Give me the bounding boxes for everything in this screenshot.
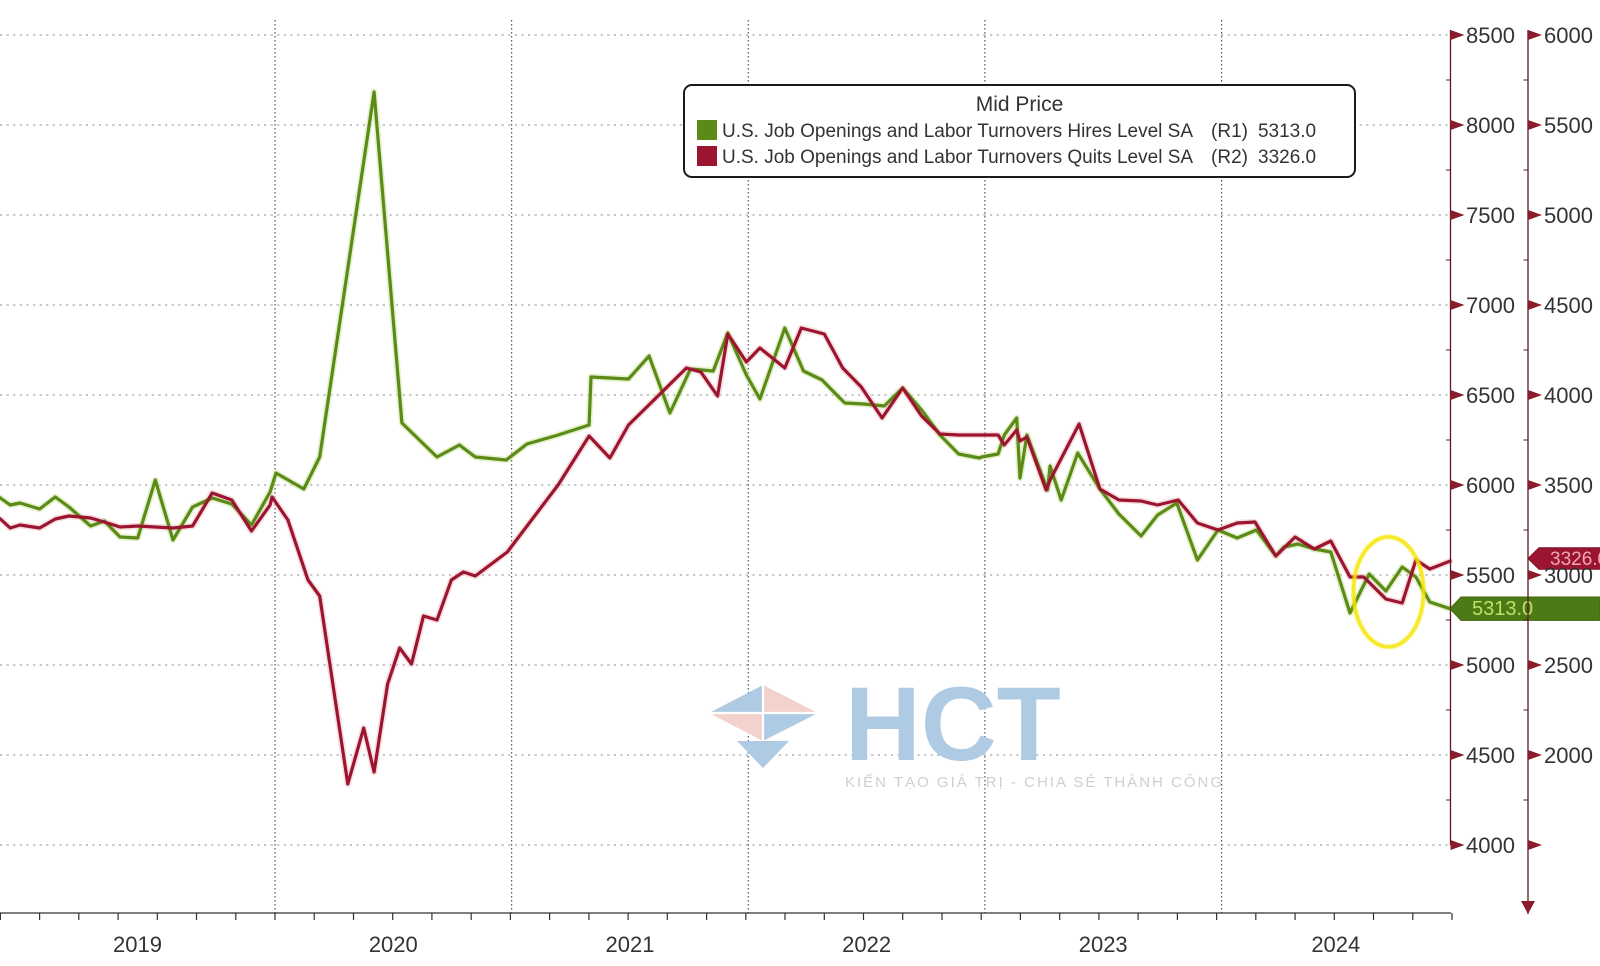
svg-text:5000: 5000	[1544, 203, 1593, 228]
svg-text:4000: 4000	[1466, 833, 1515, 858]
svg-text:4500: 4500	[1544, 293, 1593, 318]
svg-text:2021: 2021	[606, 932, 655, 957]
svg-text:5000: 5000	[1466, 653, 1515, 678]
svg-text:8000: 8000	[1466, 113, 1515, 138]
svg-text:8500: 8500	[1466, 23, 1515, 48]
svg-text:U.S. Job Openings and Labor Tu: U.S. Job Openings and Labor Turnovers Qu…	[722, 147, 1316, 168]
svg-text:3500: 3500	[1544, 473, 1593, 498]
svg-text:2020: 2020	[369, 932, 418, 957]
svg-text:6000: 6000	[1544, 23, 1593, 48]
svg-text:2024: 2024	[1311, 932, 1360, 957]
svg-text:6000: 6000	[1466, 473, 1515, 498]
svg-text:5500: 5500	[1544, 113, 1593, 138]
svg-text:4500: 4500	[1466, 743, 1515, 768]
svg-text:2000: 2000	[1544, 743, 1593, 768]
svg-text:2019: 2019	[113, 932, 162, 957]
svg-text:Mid Price: Mid Price	[976, 93, 1064, 116]
svg-text:7000: 7000	[1466, 293, 1515, 318]
svg-text:5500: 5500	[1466, 563, 1515, 588]
svg-text:3000: 3000	[1544, 563, 1593, 588]
svg-text:U.S. Job Openings and Labor Tu: U.S. Job Openings and Labor Turnovers Hi…	[722, 121, 1316, 142]
svg-text:KIẾN TẠO GIÁ TRỊ - CHIA SẺ THÀ: KIẾN TẠO GIÁ TRỊ - CHIA SẺ THÀNH CÔNG	[845, 774, 1224, 791]
svg-text:4000: 4000	[1544, 383, 1593, 408]
svg-text:2500: 2500	[1544, 653, 1593, 678]
svg-text:2022: 2022	[842, 932, 891, 957]
svg-text:6500: 6500	[1466, 383, 1515, 408]
svg-text:5313.0: 5313.0	[1472, 598, 1533, 620]
svg-text:2023: 2023	[1079, 932, 1128, 957]
svg-text:7500: 7500	[1466, 203, 1515, 228]
